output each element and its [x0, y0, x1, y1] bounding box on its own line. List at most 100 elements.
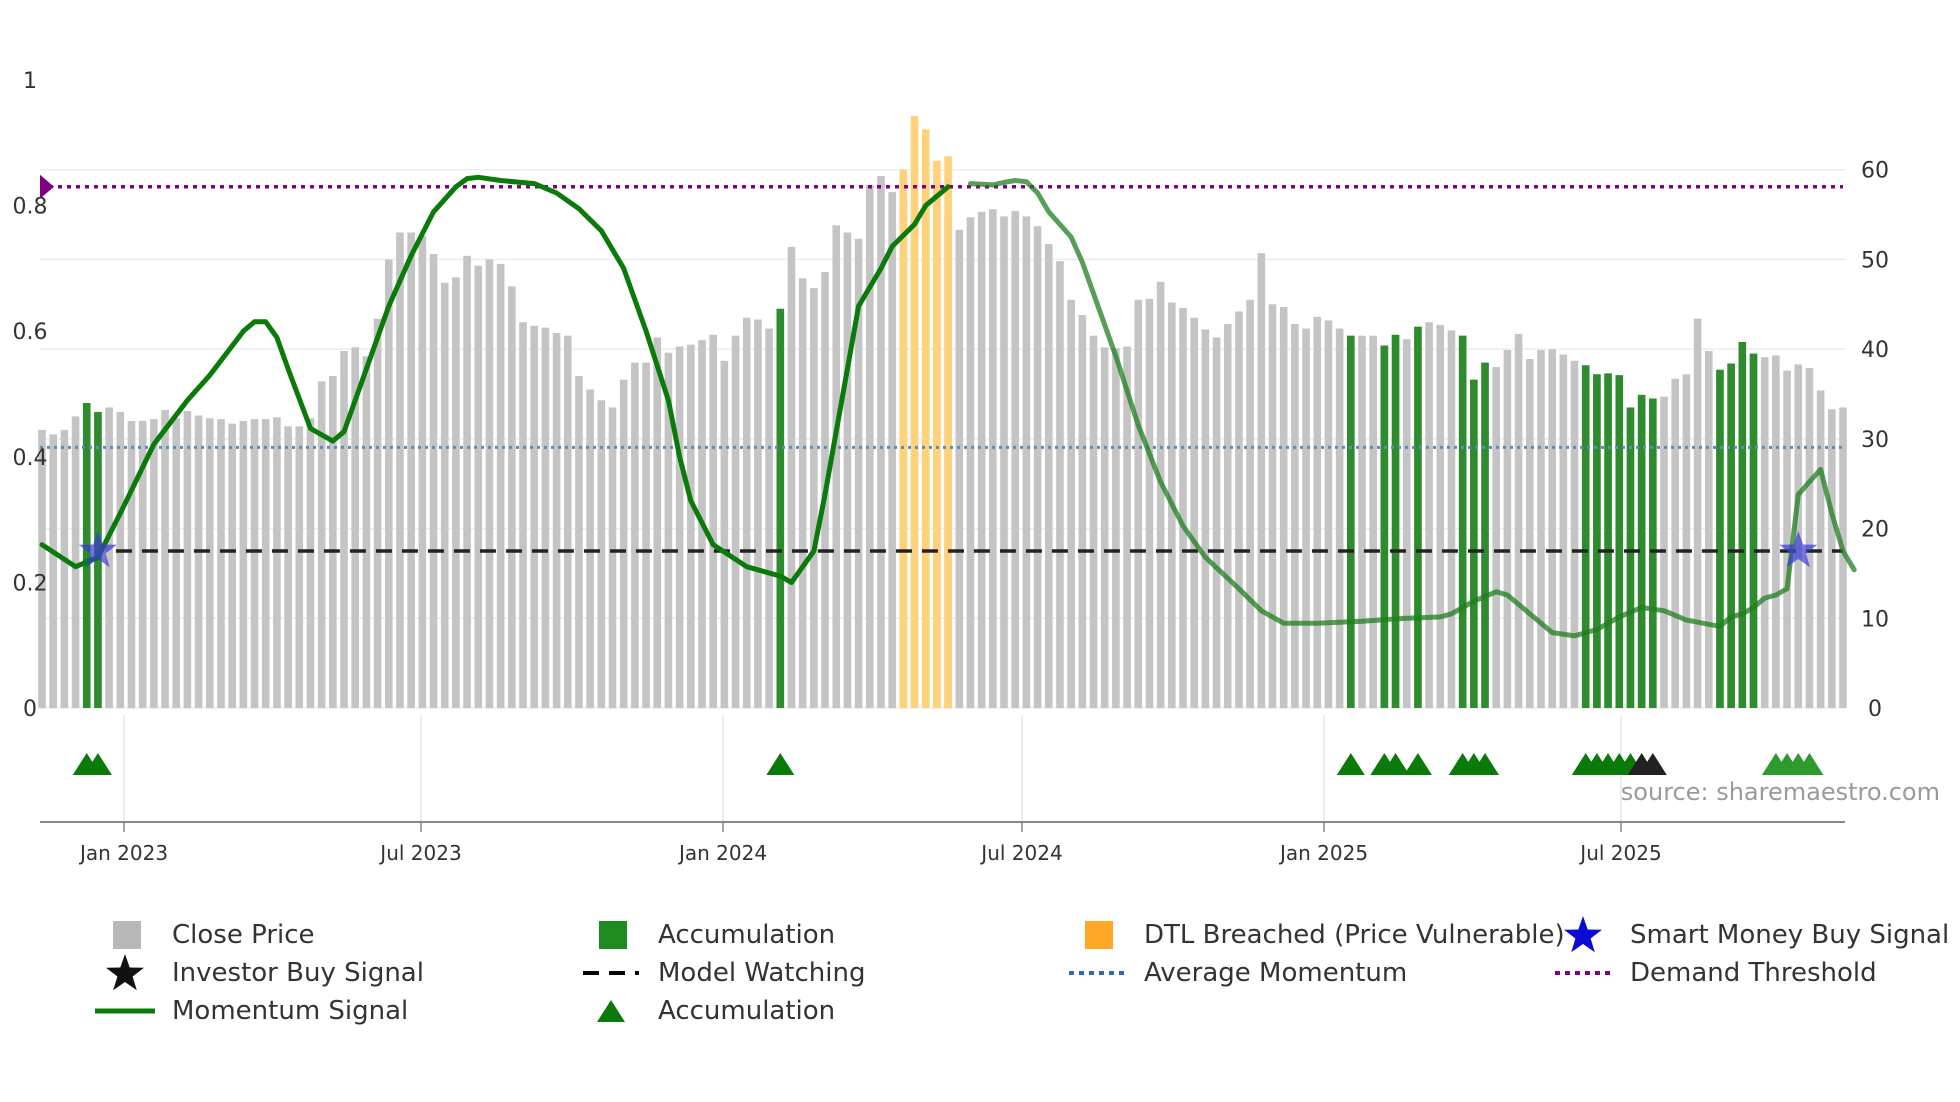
close-price-bar: [1212, 337, 1221, 708]
legend-label: Momentum Signal: [172, 996, 409, 1026]
accumulation-bar: [1391, 334, 1400, 708]
close-price-bar: [284, 426, 292, 708]
close-price-bar: [138, 420, 147, 708]
close-price-bar: [1246, 299, 1254, 708]
accumulation-bar: [82, 402, 91, 708]
legend-item: Model Watching: [576, 956, 865, 990]
close-price-bar: [508, 286, 516, 708]
close-price-bar: [217, 419, 225, 708]
close-price-bar: [1559, 354, 1568, 708]
legend-label: Average Momentum: [1144, 958, 1408, 988]
close-price-bar: [463, 255, 471, 708]
close-price-bar: [1447, 330, 1456, 708]
close-price-bar: [250, 419, 259, 708]
right-axis-tick-label: 60: [1861, 159, 1889, 184]
close-price-bar: [720, 360, 729, 708]
close-price-bar: [977, 211, 986, 708]
dtl-breached-bars: [899, 115, 952, 709]
close-price-bar: [1805, 367, 1814, 708]
chart-legend: Close Price Accumulation DTL Breached (Pri…: [90, 916, 1950, 1078]
left-axis: 0 0.2 0.4 0.6 0.8 1: [13, 69, 48, 722]
accumulation-triangle: [766, 753, 795, 775]
accumulation-bar: [1749, 353, 1758, 708]
accumulation-bar: [1637, 394, 1646, 708]
legend-star-icon: [90, 954, 160, 991]
accumulation-bar: [1581, 365, 1590, 708]
close-price-bar: [1324, 320, 1333, 708]
close-price-bar: [675, 346, 684, 708]
close-price-bar: [1000, 216, 1008, 708]
close-price-bar: [888, 192, 896, 709]
close-price-bar: [810, 288, 818, 708]
accumulation-triangle: [1336, 753, 1365, 775]
date-tick-label: Jan 2024: [677, 841, 767, 865]
close-price-bar: [205, 418, 214, 708]
accumulation-bar: [1604, 373, 1612, 708]
investor-buy-triangle: [1638, 753, 1667, 775]
close-price-bar: [1772, 355, 1780, 708]
close-price-bar: [1022, 216, 1031, 708]
close-price-bar: [1145, 298, 1154, 708]
close-price-bar: [1335, 328, 1344, 708]
close-price-bar: [116, 411, 125, 708]
legend-label: Accumulation: [658, 996, 836, 1026]
close-price-bar: [742, 317, 751, 708]
accumulation-bar: [1470, 379, 1478, 708]
demand-threshold-marker: [40, 174, 54, 199]
close-price-bar: [1514, 333, 1523, 708]
date-tick-label: Jul 2023: [378, 841, 461, 865]
legend-item: Investor Buy Signal: [90, 954, 424, 991]
close-price-bar: [631, 362, 639, 708]
close-price-bar: [989, 209, 997, 708]
close-price-bar: [754, 319, 762, 708]
legend-item: Average Momentum: [1062, 956, 1407, 990]
legend-item: Demand Threshold: [1548, 956, 1877, 990]
close-price-bar: [351, 347, 360, 708]
close-price-bar: [832, 225, 841, 708]
close-price-bar: [1044, 244, 1053, 709]
legend-item: Momentum Signal: [90, 994, 408, 1028]
close-price-bar: [798, 278, 807, 708]
close-price-bar: [38, 429, 46, 708]
close-price-bar: [541, 327, 550, 708]
close-price-bar: [60, 429, 69, 708]
smart-money-buy-star: [1779, 531, 1818, 568]
close-price-bar: [429, 254, 438, 708]
left-axis-tick-label: 1: [23, 69, 37, 94]
legend-item: Close Price: [90, 918, 315, 952]
close-price-bar: [530, 325, 538, 708]
dtl-breached-bar: [910, 115, 919, 708]
close-price-bar: [1134, 299, 1143, 708]
close-price-bar: [1570, 360, 1579, 708]
legend-dotted-line-icon: [1548, 956, 1618, 990]
close-price-bar: [329, 376, 337, 708]
close-price-bar: [1693, 318, 1702, 708]
close-price-bar: [161, 410, 169, 708]
close-price-bar: [1425, 322, 1433, 708]
legend-square-icon: [1062, 918, 1132, 952]
momentum-signal-line: [39, 174, 1857, 639]
close-price-bar: [642, 362, 650, 708]
close-price-bar: [1436, 324, 1445, 708]
legend-label: Smart Money Buy Signal: [1630, 920, 1950, 950]
dtl-breached-bar: [921, 129, 930, 709]
close-price-bar: [1402, 339, 1411, 708]
accumulation-triangle: [1795, 753, 1824, 775]
close-price-bar: [1760, 357, 1769, 708]
close-price-bar: [552, 332, 561, 708]
close-price-bar: [575, 376, 583, 708]
close-price-bar: [664, 352, 673, 708]
close-price-bar: [1358, 335, 1366, 708]
close-price-bar: [362, 356, 371, 708]
close-price-bar: [1268, 304, 1277, 708]
left-axis-tick-label: 0: [23, 697, 37, 722]
close-price-bar: [295, 426, 304, 708]
legend-star-icon: [1548, 916, 1618, 953]
close-price-bar: [1033, 226, 1042, 708]
close-price-bar: [843, 232, 852, 708]
close-price-bar: [1078, 315, 1087, 708]
close-price-bar: [1067, 299, 1075, 708]
close-price-bar: [49, 434, 57, 708]
close-price-bar: [653, 337, 662, 708]
legend-item: DTL Breached (Price Vulnerable): [1062, 918, 1565, 952]
